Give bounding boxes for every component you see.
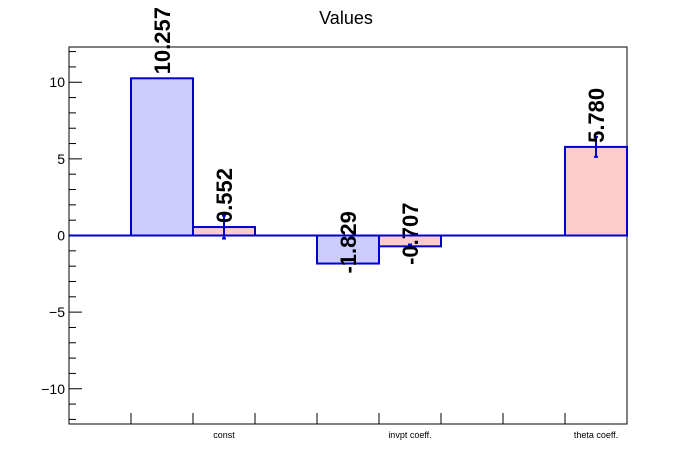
y-tick-label: 5 [57, 151, 65, 167]
x-category-label: const [213, 430, 235, 440]
y-tick-label: −5 [49, 304, 65, 320]
data-label: -0.707 [398, 203, 423, 265]
data-label: 10.257 [150, 7, 175, 74]
data-label: 0.552 [212, 168, 237, 223]
y-tick-label: 0 [57, 228, 65, 244]
chart-title: Values [319, 8, 373, 28]
bar [130, 77, 194, 237]
y-tick-label: −10 [41, 381, 65, 397]
x-category-label: invpt coeff. [388, 430, 431, 440]
data-label: 5.780 [584, 88, 609, 143]
y-tick-label: 10 [49, 74, 65, 90]
bar [564, 145, 628, 237]
x-category-label: theta coeff. [574, 430, 618, 440]
plot-area: −10 −5 0 5 10 const invpt coeff. theta coeff. 10… [41, 7, 628, 440]
bar [316, 234, 380, 265]
data-label: -1.829 [336, 211, 361, 273]
